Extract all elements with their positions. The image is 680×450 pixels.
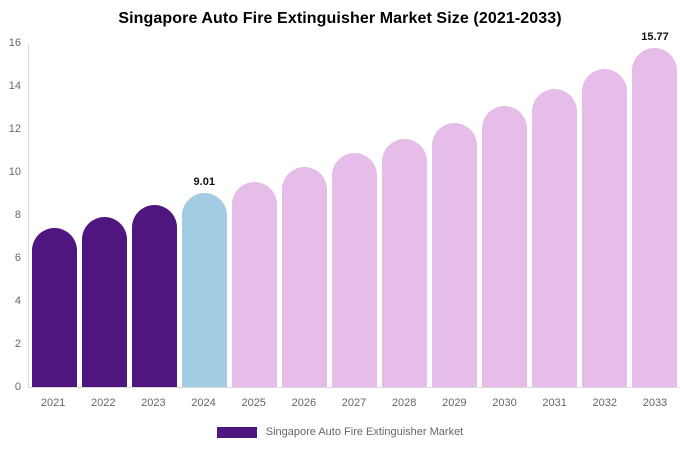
x-tick-2026: 2026 (291, 397, 317, 409)
bar-2024[interactable]: 9.01 (181, 176, 227, 387)
x-tick-2023: 2023 (141, 397, 166, 409)
x-tick-2024: 2024 (191, 397, 216, 409)
bar-2028[interactable] (382, 138, 428, 387)
y-tick-12: 12 (8, 123, 21, 135)
x-tick-2027: 2027 (341, 397, 367, 409)
bar-slot-2033: 15.77 (630, 31, 680, 387)
y-tick-10: 10 (8, 166, 21, 178)
bar-slot-2022 (79, 44, 129, 387)
bar-slot-2025 (229, 44, 279, 387)
data-label-2033: 15.77 (641, 30, 669, 43)
bar-2029[interactable] (432, 122, 478, 387)
x-tick-2033: 2033 (642, 397, 668, 409)
x-tick-2029: 2029 (442, 397, 467, 409)
x-axis: 2021 2022 2023 2024 2025 2026 2027 2028 2029 2030… (28, 397, 680, 409)
x-tick-2021: 2021 (40, 397, 66, 409)
plot-area: 9.01 15.77 (28, 31, 680, 388)
legend[interactable]: Singapore Auto Fire Extinguisher Market (0, 426, 680, 438)
bar-2022[interactable] (81, 216, 127, 387)
y-tick-0: 0 (14, 381, 21, 393)
x-tick-2030: 2030 (492, 397, 517, 409)
data-label-2024: 9.01 (193, 176, 215, 189)
y-axis: 0 2 4 6 8 10 12 14 16 (0, 37, 24, 393)
chart-title: Singapore Auto Fire Extinguisher Market … (118, 10, 562, 27)
bar-2032[interactable] (582, 68, 628, 387)
bar-2033[interactable]: 15.77 (632, 31, 678, 387)
y-tick-16: 16 (8, 37, 21, 49)
x-tick-2028: 2028 (391, 397, 417, 409)
bar-2030[interactable] (482, 106, 528, 387)
x-tick-2025: 2025 (241, 397, 266, 409)
bar-2021[interactable] (31, 227, 77, 387)
y-tick-6: 6 (14, 252, 21, 264)
x-tick-2032: 2032 (592, 397, 618, 409)
bar-2025[interactable] (231, 181, 277, 387)
bar-slot-2021 (29, 44, 79, 387)
y-tick-2: 2 (14, 338, 21, 350)
bar-slot-2024: 9.01 (179, 44, 229, 387)
y-tick-14: 14 (8, 80, 21, 92)
bar-slot-2030 (480, 44, 530, 387)
x-tick-2022: 2022 (90, 397, 116, 409)
bar-2031[interactable] (532, 88, 578, 387)
bar-slot-2028 (380, 44, 430, 387)
bar-slot-2023 (129, 44, 179, 387)
y-tick-4: 4 (14, 295, 21, 307)
bar-slot-2031 (530, 44, 580, 387)
bar-slot-2026 (279, 44, 329, 387)
y-tick-8: 8 (14, 209, 21, 221)
bar-2026[interactable] (281, 167, 327, 387)
bar-2023[interactable] (131, 205, 177, 387)
bar-slot-2029 (430, 44, 480, 387)
legend-label: Singapore Auto Fire Extinguisher Market (265, 426, 464, 438)
legend-swatch (216, 426, 257, 438)
bar-slot-2027 (329, 44, 379, 387)
x-tick-2031: 2031 (542, 397, 567, 409)
bar-2027[interactable] (332, 153, 377, 387)
bar-slot-2032 (580, 44, 630, 387)
